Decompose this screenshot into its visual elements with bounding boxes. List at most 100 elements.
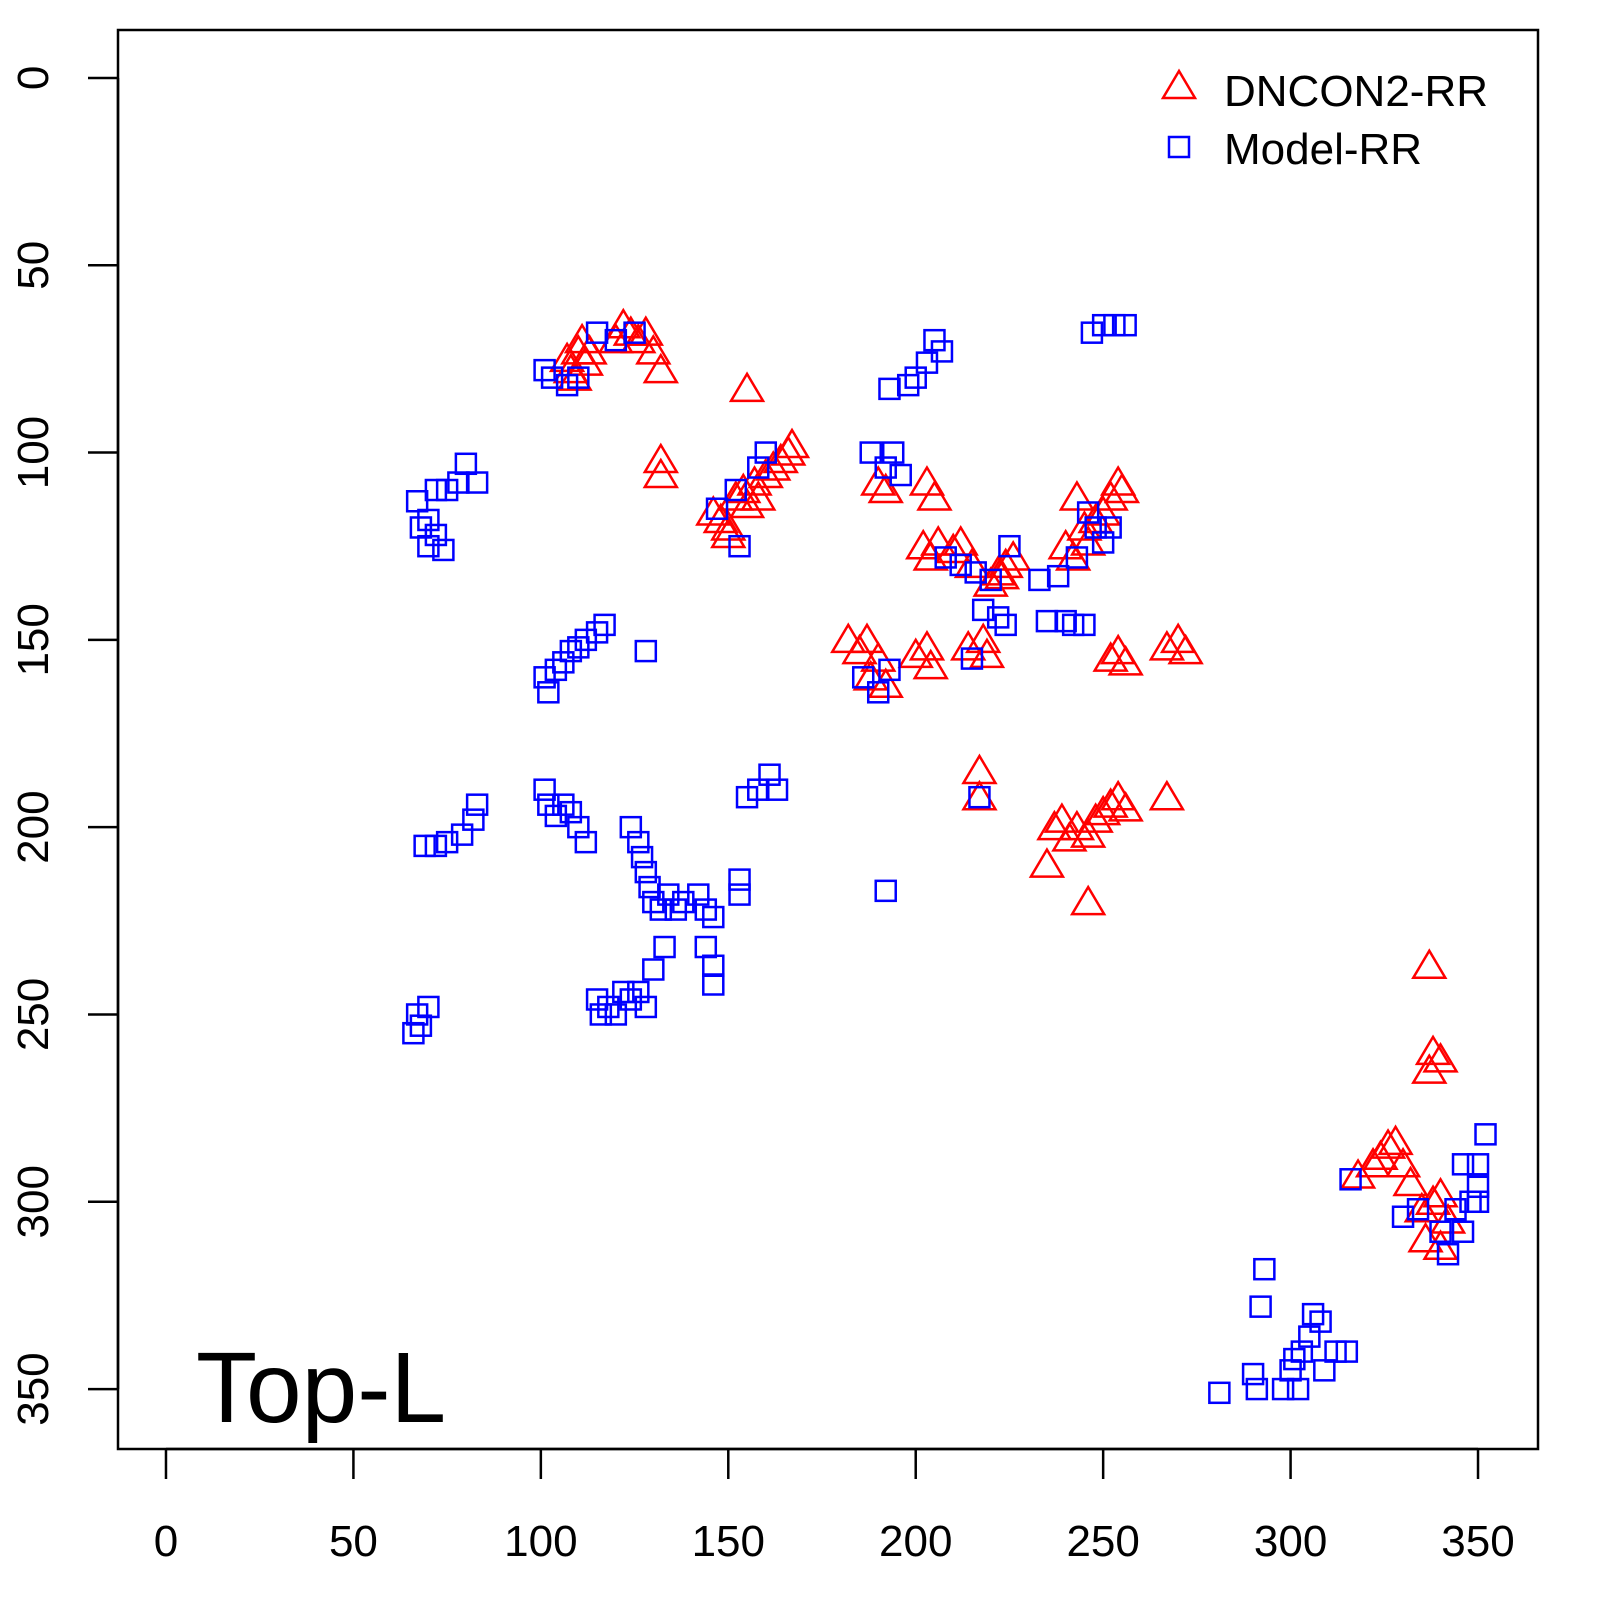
model-point bbox=[432, 538, 455, 562]
model-point bbox=[874, 456, 897, 479]
dncon2-point bbox=[1411, 948, 1448, 980]
model-point bbox=[694, 898, 718, 921]
model-point bbox=[417, 508, 440, 532]
model-point bbox=[1249, 1295, 1272, 1318]
x-tick-label: 300 bbox=[1254, 1517, 1327, 1566]
dncon2-point bbox=[1411, 1053, 1448, 1084]
model-point bbox=[627, 830, 650, 854]
model-point bbox=[409, 516, 433, 539]
model-point bbox=[1391, 1205, 1415, 1228]
dncon2-point bbox=[1107, 790, 1144, 822]
model-point bbox=[634, 860, 658, 884]
model-point bbox=[1466, 1190, 1490, 1214]
model-point bbox=[638, 875, 661, 899]
model-point bbox=[567, 636, 590, 659]
model-point bbox=[1436, 1242, 1460, 1266]
dncon2-point bbox=[912, 648, 949, 680]
model-point bbox=[447, 471, 470, 494]
dncon2-point bbox=[1148, 779, 1186, 811]
model-point bbox=[642, 890, 665, 914]
model-point bbox=[409, 1014, 433, 1037]
model-point bbox=[1451, 1153, 1475, 1176]
model-point bbox=[866, 681, 890, 704]
y-tick-label: 0 bbox=[9, 66, 58, 90]
annotation-top-l: Top-L bbox=[196, 1332, 446, 1444]
dncon2-point bbox=[1092, 480, 1129, 511]
model-point bbox=[728, 534, 751, 558]
dncon2-point bbox=[740, 480, 777, 511]
dncon2-point bbox=[728, 487, 766, 519]
model-point bbox=[765, 778, 789, 801]
dncon2-point bbox=[860, 465, 897, 496]
dncon2-point bbox=[567, 345, 605, 376]
model-point bbox=[724, 478, 748, 502]
x-tick-label: 0 bbox=[154, 1517, 178, 1566]
model-point bbox=[672, 890, 695, 914]
dncon2-point bbox=[1384, 1146, 1422, 1178]
model-point bbox=[634, 995, 658, 1019]
model-point bbox=[979, 568, 1002, 592]
model-point bbox=[986, 606, 1010, 629]
dncon2-point bbox=[1043, 802, 1081, 833]
model-point bbox=[544, 658, 568, 682]
dncon2-point bbox=[1354, 1146, 1392, 1178]
model-point bbox=[435, 830, 459, 854]
model-point bbox=[664, 898, 688, 921]
model-point bbox=[998, 534, 1021, 558]
model-point bbox=[1459, 1190, 1482, 1214]
model-point bbox=[1339, 1168, 1362, 1191]
dncon2-point bbox=[1422, 1176, 1459, 1208]
model-point bbox=[604, 1003, 628, 1026]
model-point bbox=[1290, 1340, 1314, 1363]
model-point bbox=[874, 879, 897, 903]
model-point bbox=[574, 830, 598, 854]
model-point bbox=[585, 321, 609, 344]
model-point bbox=[859, 441, 882, 464]
x-tick-label: 100 bbox=[504, 1517, 577, 1566]
model-point bbox=[1035, 609, 1059, 633]
model-point bbox=[851, 666, 875, 689]
dncon2-point bbox=[1084, 794, 1122, 826]
dncon2-point bbox=[1054, 539, 1092, 571]
model-point bbox=[642, 958, 665, 981]
dncon2-point bbox=[1377, 1124, 1414, 1156]
dncon2-point bbox=[695, 495, 732, 526]
dncon2-point bbox=[950, 629, 987, 661]
model-point bbox=[653, 935, 676, 959]
model-point bbox=[702, 905, 725, 929]
model-point bbox=[934, 546, 957, 569]
dncon2-point bbox=[725, 472, 762, 504]
dncon2-point bbox=[1066, 510, 1103, 541]
dncon2-point bbox=[620, 322, 657, 354]
model-point bbox=[559, 800, 583, 824]
model-point bbox=[878, 658, 901, 682]
model-point bbox=[585, 621, 609, 644]
model-point bbox=[1091, 531, 1115, 554]
model-point bbox=[634, 639, 658, 663]
model-point bbox=[1054, 609, 1077, 633]
model-point bbox=[968, 785, 991, 809]
dncon2-point bbox=[755, 450, 792, 481]
dncon2-point bbox=[1069, 817, 1107, 848]
model-point bbox=[1283, 1347, 1306, 1371]
model-point bbox=[465, 793, 489, 816]
model-point bbox=[533, 778, 556, 801]
model-point bbox=[552, 793, 575, 816]
y-tick-label: 50 bbox=[9, 241, 58, 290]
model-point bbox=[728, 883, 751, 906]
dncon2-point bbox=[642, 442, 680, 474]
y-tick-label: 150 bbox=[9, 603, 58, 676]
y-tick-label: 350 bbox=[9, 1352, 58, 1425]
model-point bbox=[971, 598, 995, 622]
model-point bbox=[597, 995, 620, 1019]
model-point bbox=[758, 763, 781, 786]
legend-square-icon bbox=[1167, 135, 1191, 159]
dncon2-point bbox=[627, 315, 665, 346]
model-point bbox=[1114, 313, 1137, 337]
x-tick-label: 50 bbox=[329, 1517, 378, 1566]
model-point bbox=[1271, 1377, 1295, 1401]
dncon2-point bbox=[841, 633, 878, 665]
model-point bbox=[567, 815, 590, 839]
dncon2-point bbox=[961, 753, 998, 785]
model-point bbox=[754, 441, 778, 464]
